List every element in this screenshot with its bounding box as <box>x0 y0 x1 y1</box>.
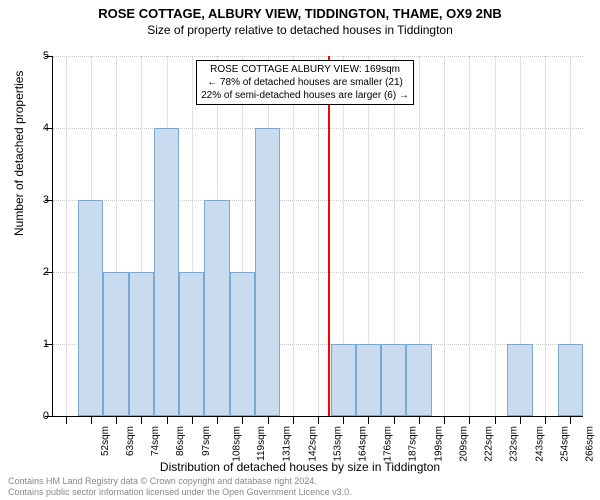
x-tick <box>116 416 117 424</box>
x-tick-label: 97sqm <box>201 426 212 456</box>
gridline-vertical <box>469 56 470 416</box>
histogram-bar <box>507 344 532 416</box>
gridline-vertical <box>293 56 294 416</box>
chart-container: ROSE COTTAGE, ALBURY VIEW, TIDDINGTON, T… <box>0 0 600 500</box>
x-tick-label: 222sqm <box>484 426 495 462</box>
y-tick-label: 1 <box>33 338 49 350</box>
gridline-vertical <box>545 56 546 416</box>
x-tick <box>91 416 92 424</box>
property-marker-line <box>328 56 330 416</box>
histogram-bar <box>406 344 431 416</box>
y-tick-label: 5 <box>33 50 49 62</box>
x-tick <box>394 416 395 424</box>
chart-subtitle: Size of property relative to detached ho… <box>0 21 600 37</box>
y-tick-label: 2 <box>33 266 49 278</box>
x-tick-label: 266sqm <box>585 426 596 462</box>
x-tick-label: 142sqm <box>307 426 318 462</box>
histogram-bar <box>331 344 356 416</box>
annotation-box: ROSE COTTAGE ALBURY VIEW: 169sqm← 78% of… <box>196 60 414 105</box>
x-tick <box>318 416 319 424</box>
x-tick-label: 119sqm <box>256 426 267 461</box>
x-tick <box>217 416 218 424</box>
x-tick <box>192 416 193 424</box>
x-tick-label: 153sqm <box>332 426 343 462</box>
histogram-bar <box>179 272 204 416</box>
x-tick <box>242 416 243 424</box>
x-tick-label: 74sqm <box>150 426 161 456</box>
histogram-bar <box>154 128 179 416</box>
x-tick-label: 243sqm <box>534 426 545 462</box>
footer-attribution: Contains HM Land Registry data © Crown c… <box>8 476 352 498</box>
x-tick <box>545 416 546 424</box>
x-tick-label: 164sqm <box>358 426 369 462</box>
x-tick <box>268 416 269 424</box>
x-axis-label: Distribution of detached houses by size … <box>0 460 600 474</box>
histogram-bar <box>558 344 583 416</box>
x-tick <box>469 416 470 424</box>
y-tick-label: 4 <box>33 122 49 134</box>
x-tick <box>495 416 496 424</box>
footer-line-1: Contains HM Land Registry data © Crown c… <box>8 476 352 487</box>
x-tick-label: 52sqm <box>100 426 111 456</box>
x-tick-label: 86sqm <box>175 426 186 456</box>
histogram-bar <box>204 200 229 416</box>
histogram-bar <box>381 344 406 416</box>
histogram-bar <box>230 272 255 416</box>
x-tick <box>419 416 420 424</box>
x-tick <box>343 416 344 424</box>
x-tick-label: 209sqm <box>459 426 470 462</box>
annotation-line: ROSE COTTAGE ALBURY VIEW: 169sqm <box>201 63 409 76</box>
x-tick <box>570 416 571 424</box>
y-tick-label: 0 <box>33 410 49 422</box>
x-tick <box>293 416 294 424</box>
histogram-bar <box>255 128 280 416</box>
x-tick <box>368 416 369 424</box>
histogram-bar <box>103 272 128 416</box>
y-tick-label: 3 <box>33 194 49 206</box>
gridline-vertical <box>444 56 445 416</box>
x-tick-label: 176sqm <box>383 426 394 462</box>
x-tick <box>167 416 168 424</box>
histogram-bar <box>356 344 381 416</box>
x-tick <box>141 416 142 424</box>
x-tick-label: 254sqm <box>559 426 570 462</box>
histogram-bar <box>129 272 154 416</box>
x-tick-label: 108sqm <box>231 426 242 462</box>
annotation-line: ← 78% of detached houses are smaller (21… <box>201 76 409 89</box>
x-tick-label: 232sqm <box>509 426 520 462</box>
x-tick-label: 199sqm <box>433 426 444 462</box>
x-tick-label: 63sqm <box>125 426 136 456</box>
chart-area: 01234552sqm63sqm74sqm86sqm97sqm108sqm119… <box>52 56 582 416</box>
x-tick <box>444 416 445 424</box>
annotation-line: 22% of semi-detached houses are larger (… <box>201 89 409 102</box>
chart-title: ROSE COTTAGE, ALBURY VIEW, TIDDINGTON, T… <box>0 0 600 21</box>
plot-region: 01234552sqm63sqm74sqm86sqm97sqm108sqm119… <box>52 56 583 417</box>
x-tick <box>520 416 521 424</box>
gridline-vertical <box>495 56 496 416</box>
y-axis-label: Number of detached properties <box>12 71 26 236</box>
footer-line-2: Contains public sector information licen… <box>8 487 352 498</box>
histogram-bar <box>78 200 103 416</box>
x-tick-label: 187sqm <box>408 426 419 462</box>
gridline-vertical <box>66 56 67 416</box>
gridline-vertical <box>318 56 319 416</box>
x-tick-label: 131sqm <box>282 426 293 462</box>
x-tick <box>66 416 67 424</box>
